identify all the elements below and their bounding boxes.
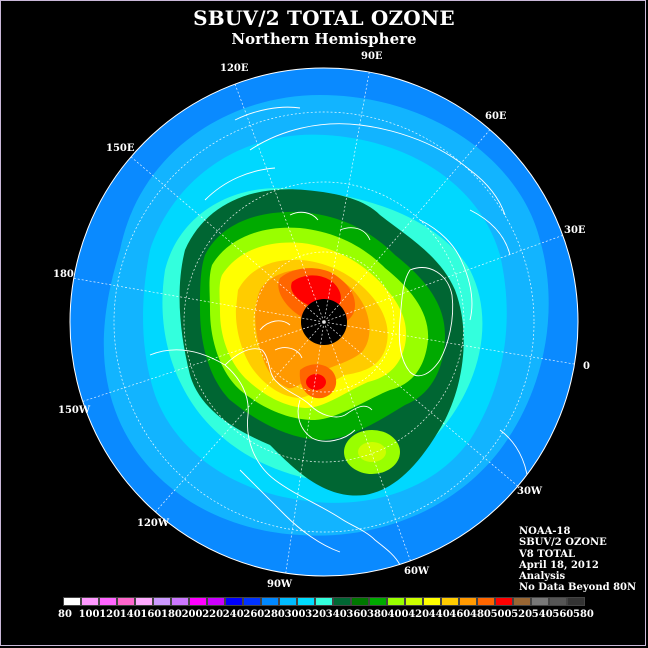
colorbar-label: 400: [387, 609, 409, 620]
lon-label-90w: 90W: [267, 579, 293, 590]
colorbar-label: 540: [531, 609, 553, 620]
colorbar-swatch: [387, 597, 405, 606]
colorbar-label: 520: [511, 609, 533, 620]
colorbar-label: 440: [428, 609, 450, 620]
colorbar-swatch: [171, 597, 189, 606]
colorbar-swatch: [117, 597, 135, 606]
info-note: No Data Beyond 80N: [519, 582, 637, 594]
colorbar-label: 560: [552, 609, 574, 620]
colorbar-swatch: [207, 597, 225, 606]
colorbar-swatch: [369, 597, 387, 606]
info-product: SBUV/2 OZONE: [519, 537, 607, 549]
colorbar-swatch: [333, 597, 351, 606]
colorbar-swatch: [405, 597, 423, 606]
lon-label-30e: 30E: [564, 225, 586, 236]
map-subtitle: Northern Hemisphere: [231, 30, 417, 48]
info-block: NOAA-18 SBUV/2 OZONE V8 TOTAL April 18, …: [519, 526, 636, 594]
map-border: [69, 67, 579, 577]
colorbar-swatch: [423, 597, 441, 606]
colorbar-label: 80: [58, 609, 72, 620]
lon-label-90e: 90E: [361, 51, 383, 62]
colorbar-label: 240: [222, 609, 244, 620]
colorbar-swatch: [351, 597, 369, 606]
lon-label-120e: 120E: [220, 63, 249, 74]
lon-label-180: 180: [53, 269, 74, 280]
colorbar-swatch: [549, 597, 567, 606]
colorbar-label: 480: [470, 609, 491, 620]
colorbar-label: 340: [325, 609, 347, 620]
colorbar-label: 460: [449, 609, 471, 620]
colorbar-label: 580: [573, 609, 594, 620]
colorbar-label: 100: [78, 609, 100, 620]
colorbar-swatch: [531, 597, 549, 606]
graticule: [71, 68, 578, 576]
info-satellite: NOAA-18: [519, 526, 571, 537]
colorbar-swatch: [99, 597, 117, 606]
lon-label-120w: 120W: [137, 518, 170, 529]
colorbar-label: 220: [202, 609, 224, 620]
colorbar-swatch: [459, 597, 477, 606]
colorbar-swatch: [315, 597, 333, 606]
map-title: SBUV/2 TOTAL OZONE: [193, 6, 455, 30]
info-date: April 18, 2012: [519, 559, 599, 571]
colorbar-swatch: [513, 597, 531, 606]
colorbar-swatch: [297, 597, 315, 606]
colorbar-label: 500: [490, 609, 512, 620]
colorbar-label: 380: [367, 609, 388, 620]
info-type: Analysis: [519, 571, 566, 583]
lon-label-30w: 30W: [517, 486, 543, 497]
colorbar-label: 140: [119, 609, 141, 620]
colorbar-label: 420: [408, 609, 430, 620]
colorbar-swatch: [225, 597, 243, 606]
lon-label-150e: 150E: [106, 143, 135, 154]
colorbar-swatch: [189, 597, 207, 606]
colorbar-swatch: [135, 597, 153, 606]
colorbar-swatch: [81, 597, 99, 606]
coastlines: [149, 106, 529, 566]
colorbar-label: 320: [305, 609, 327, 620]
colorbar: [63, 597, 585, 606]
colorbar-swatch: [153, 597, 171, 606]
colorbar-swatch: [441, 597, 459, 606]
colorbar-label: 120: [99, 609, 121, 620]
info-version: V8 TOTAL: [519, 548, 576, 560]
colorbar-swatch: [495, 597, 513, 606]
colorbar-label: 280: [264, 609, 285, 620]
colorbar-swatch: [567, 597, 585, 606]
colorbar-label: 360: [346, 609, 368, 620]
colorbar-label: 300: [284, 609, 306, 620]
lon-label-60e: 60E: [485, 111, 507, 122]
colorbar-label: 180: [161, 609, 182, 620]
lon-label-60w: 60W: [404, 566, 430, 577]
colorbar-label: 160: [140, 609, 162, 620]
colorbar-swatch: [477, 597, 495, 606]
lon-label-0: 0: [583, 361, 590, 372]
colorbar-label: 260: [243, 609, 265, 620]
lon-label-150w: 150W: [58, 405, 91, 416]
colorbar-label: 200: [181, 609, 203, 620]
colorbar-swatch: [63, 597, 81, 606]
colorbar-swatch: [243, 597, 261, 606]
colorbar-swatch: [279, 597, 297, 606]
colorbar-swatch: [261, 597, 279, 606]
